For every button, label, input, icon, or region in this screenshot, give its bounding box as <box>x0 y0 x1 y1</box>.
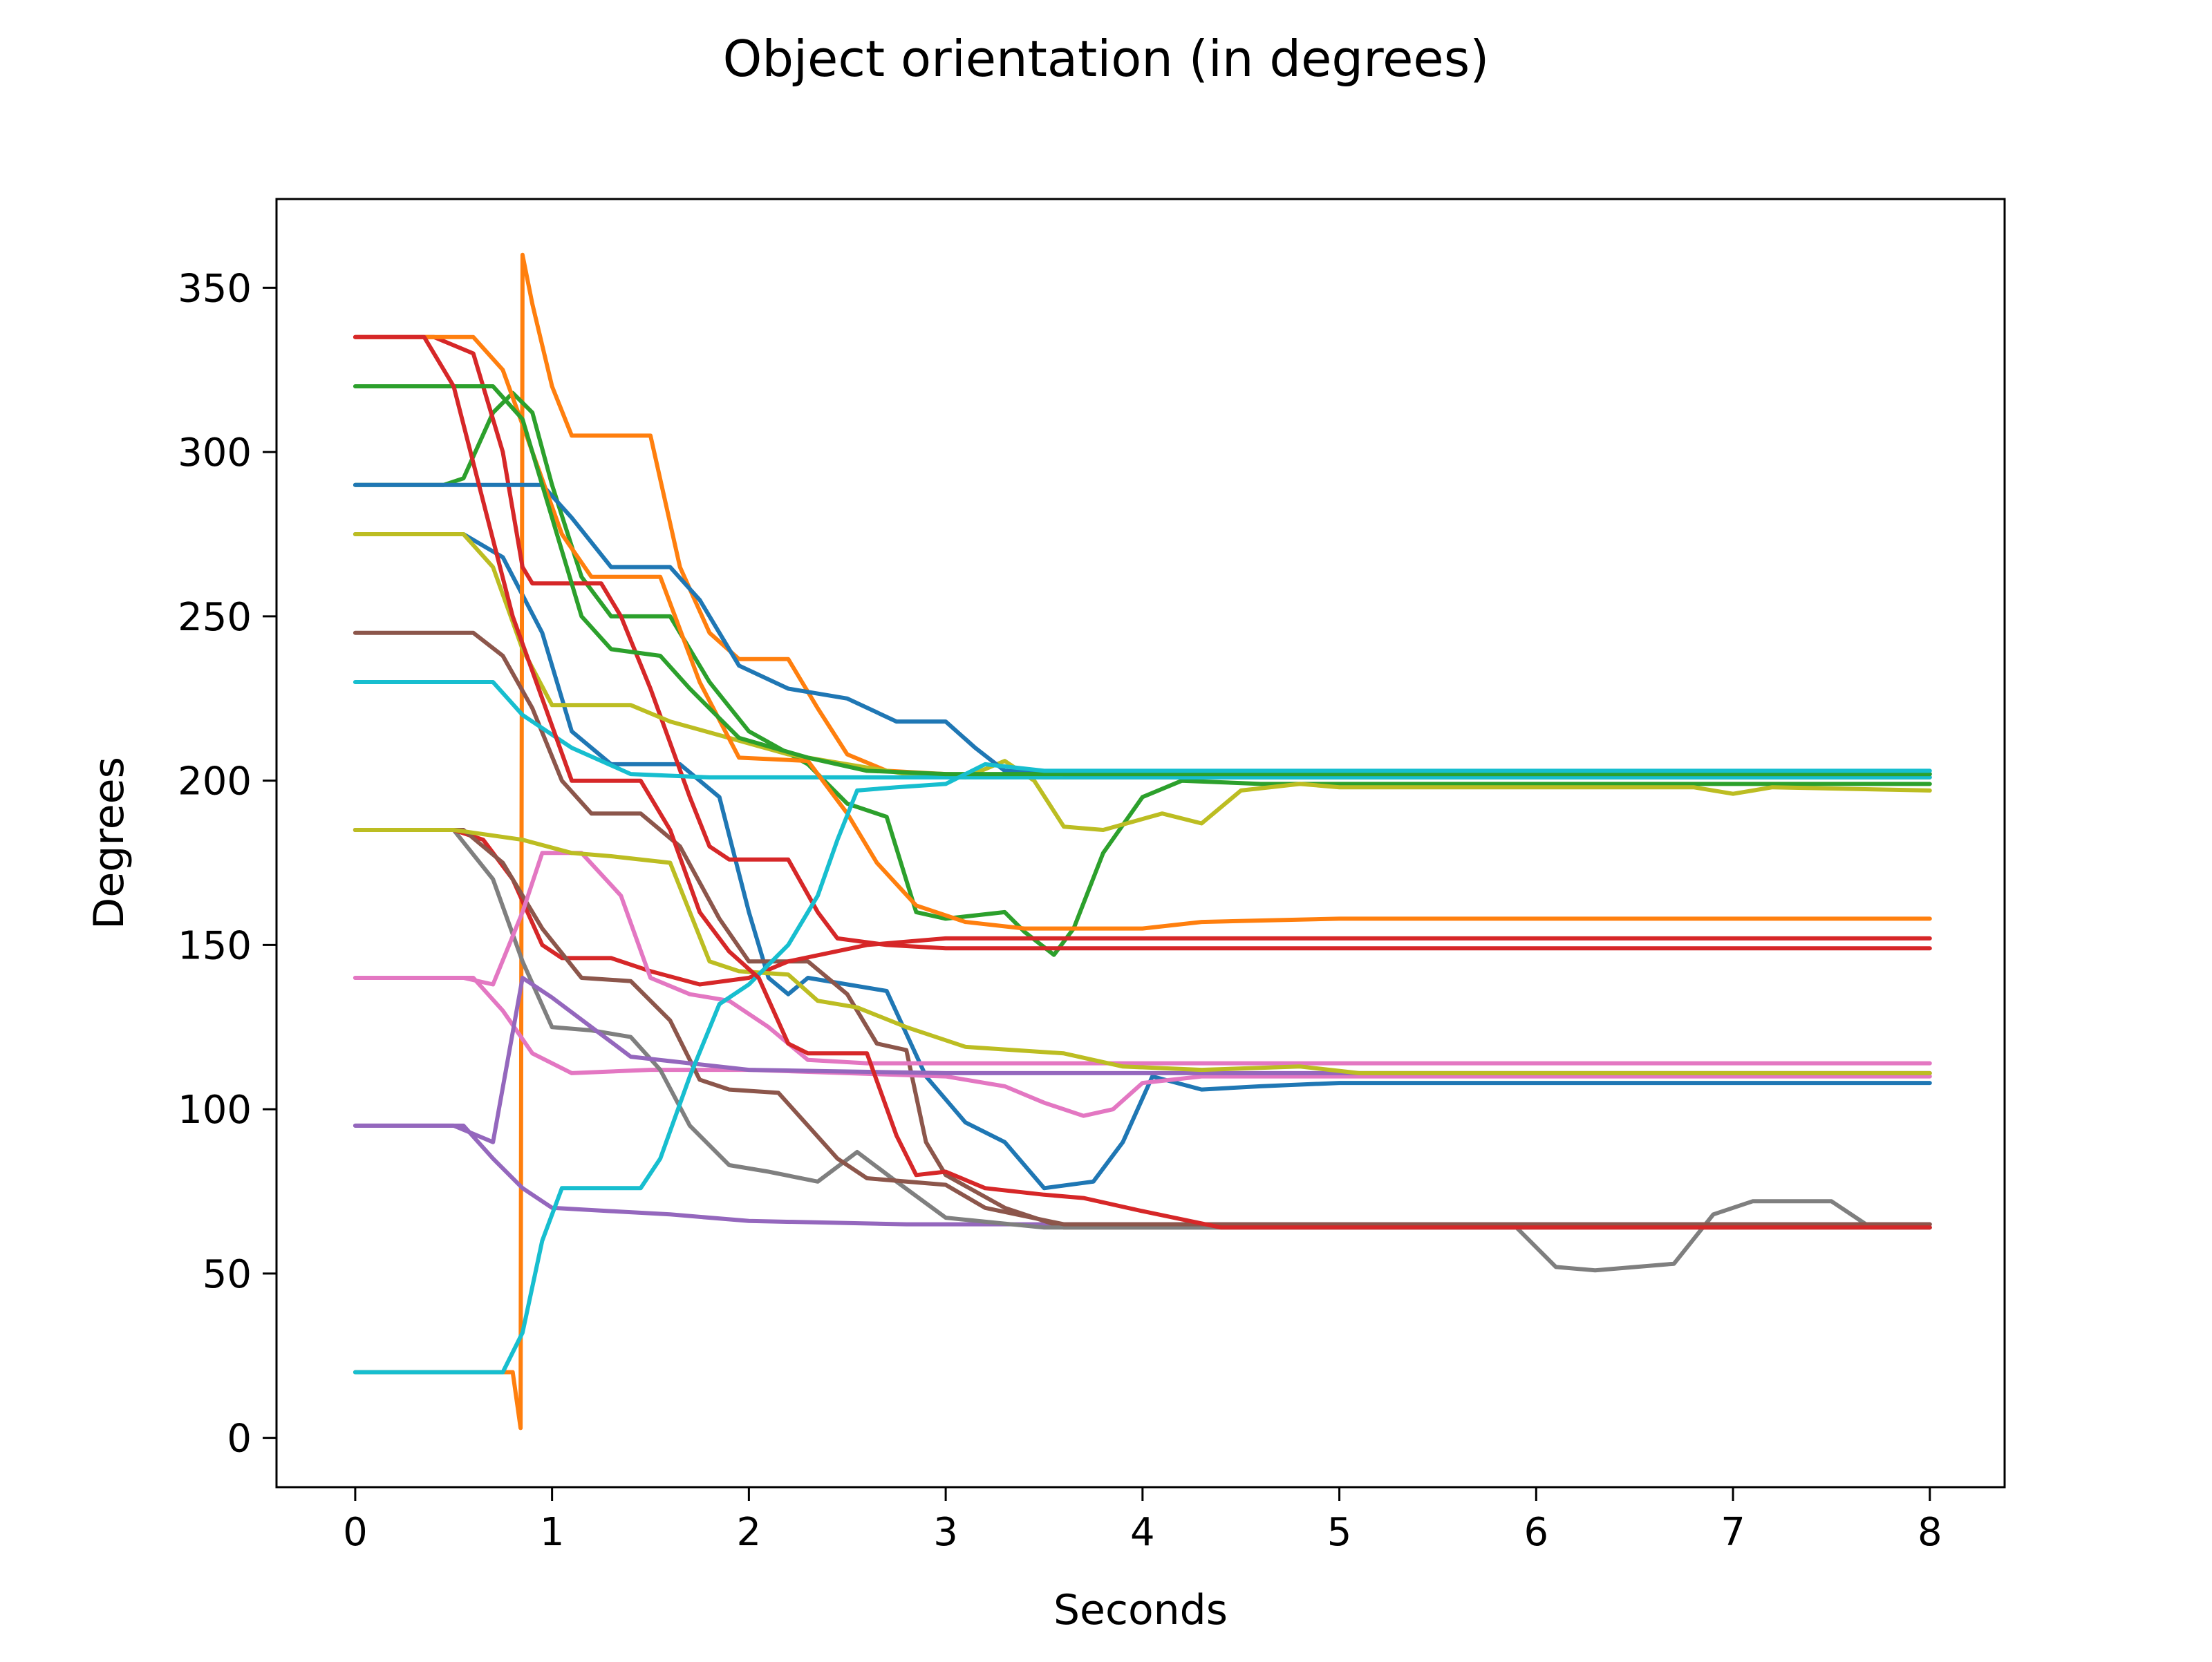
series-line-16 <box>353 851 1932 1066</box>
plot-lines <box>353 252 1932 1430</box>
x-tick-label: 4 <box>1130 1510 1155 1555</box>
y-tick-label: 100 <box>178 1088 252 1133</box>
y-tick-label: 300 <box>178 431 252 475</box>
series-line-17 <box>353 976 1932 1144</box>
y-tick-label: 200 <box>178 759 252 804</box>
y-tick-label: 350 <box>178 266 252 311</box>
series-line-13 <box>353 384 1932 777</box>
chart-title: Object orientation (in degrees) <box>723 30 1490 88</box>
series-line-11 <box>353 482 1932 777</box>
x-tick-label: 6 <box>1524 1510 1549 1555</box>
series-line-7 <box>353 976 1932 1118</box>
y-tick-label: 250 <box>178 595 252 640</box>
series-line-19 <box>353 762 1932 1375</box>
x-tick-label: 1 <box>540 1510 565 1555</box>
x-tick-label: 0 <box>343 1510 368 1555</box>
y-tick-label: 50 <box>203 1252 252 1297</box>
series-line-5 <box>353 1123 1932 1227</box>
y-axis: 0 50 100 150 200 250 300 350 <box>178 266 276 1462</box>
x-tick-label: 7 <box>1721 1510 1745 1555</box>
series-line-18 <box>353 828 1932 1075</box>
series-line-6 <box>353 630 1932 1230</box>
x-tick-label: 2 <box>737 1510 762 1555</box>
series-line-10 <box>353 680 1932 780</box>
y-tick-label: 0 <box>227 1417 252 1462</box>
x-axis-label: Seconds <box>1053 1586 1228 1634</box>
series-line-1 <box>353 532 1932 1191</box>
y-tick-label: 150 <box>178 923 252 968</box>
series-line-15 <box>353 828 1932 1227</box>
x-tick-label: 3 <box>933 1510 958 1555</box>
x-tick-label: 8 <box>1918 1510 1942 1555</box>
y-axis-label: Degrees <box>85 757 133 929</box>
x-axis: 0 1 2 3 4 5 6 7 8 <box>343 1487 1942 1555</box>
series-line-20 <box>353 334 1932 1230</box>
series-line-4 <box>353 334 1932 951</box>
plot-frame <box>275 198 2006 1489</box>
series-line-14 <box>353 828 1932 987</box>
x-tick-label: 5 <box>1327 1510 1352 1555</box>
